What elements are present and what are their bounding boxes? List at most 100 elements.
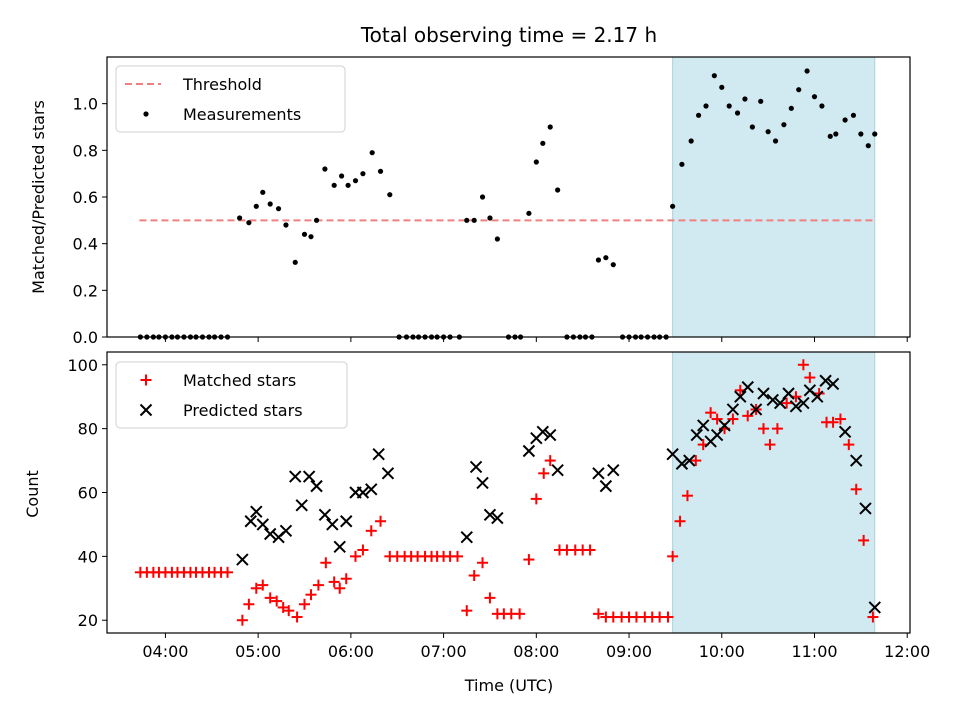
measurement-point [610,262,616,268]
measurement-point [301,231,308,237]
matched-star-point [662,611,674,623]
measurement-point [246,220,252,226]
predicted-star-point-b [295,499,308,512]
predicted-star-point-b [356,486,370,499]
predicted-star-point-b [859,502,872,515]
predicted-star-point [718,419,731,432]
matched-star-point [584,544,596,556]
predicted-star-point [333,540,346,553]
measurement-point [547,124,553,130]
matched-star-point [277,601,289,613]
measurement-point [360,171,366,177]
measurement-point [796,87,802,93]
matched-star-point [530,493,542,505]
bottom-legend-swatch [139,403,153,417]
predicted-star-point-b [592,467,605,480]
predicted-star-point [710,428,724,442]
chart-title: Total observing time = 2.17 h [360,23,657,47]
measurement-point [471,217,477,223]
predicted-star-point [782,387,795,400]
matched-star-point [523,554,535,566]
bottom-y-tick-label: 100 [67,356,98,375]
predicted-star-point [476,476,489,490]
measurement-point [236,215,243,221]
matched-star-point [674,515,686,527]
predicted-star-point-b [675,457,689,470]
predicted-star-point-b [710,428,724,442]
matched-star-point [236,614,248,626]
predicted-star-point [544,428,557,442]
measurement-point [338,173,345,179]
top-legend-label: Measurements [183,105,301,124]
predicted-star-point [356,486,370,499]
predicted-star-point [263,527,277,541]
predicted-star-point-b [690,428,703,442]
matched-star-point [484,592,496,604]
predicted-star-point-b [333,540,346,553]
matched-star-point [320,557,332,569]
predicted-star-point [365,483,378,496]
measurement-point [858,131,864,137]
matched-star-point [271,595,283,607]
bottom-y-tick-label: 20 [78,611,98,630]
predicted-star-point [302,470,316,483]
bottom-legend-swatch-b [139,403,153,417]
measurement-point [781,122,787,128]
matched-star-point [477,557,489,569]
predicted-star-point-b [372,447,385,461]
predicted-star-point [295,499,308,512]
bottom-legend: Matched stars Predicted stars [115,361,348,429]
bottom-legend-swatch [140,374,152,386]
x-axis-label: Time (UTC) [464,676,553,695]
predicted-star-point-b [340,515,353,528]
predicted-star-point [340,515,353,528]
predicted-star-point [741,380,754,394]
predicted-star-point-b [236,553,249,566]
predicted-star-point [666,447,679,461]
matched-star-point [264,592,276,604]
predicted-star-point [868,601,881,614]
predicted-star-point [522,444,536,458]
predicted-star-point [789,400,803,413]
predicted-star-point [536,425,550,439]
predicted-star-point [310,479,323,493]
matched-star-point [705,407,717,419]
matched-star-point [305,589,317,601]
measurement-point [487,215,493,221]
x-tick-label: 07:00 [421,642,467,661]
measurement-point [313,217,320,223]
measurement-point [788,105,794,111]
measurement-point [749,124,755,130]
x-tick-label: 08:00 [513,642,559,661]
predicted-star-point-b [483,508,497,522]
matched-star-point [350,550,362,562]
predicted-star-point [683,454,696,467]
bottom-legend-label: Predicted stars [183,401,303,420]
matched-star-point [299,598,311,610]
predicted-star-point-b [789,400,803,413]
predicted-star-point-b [522,444,536,458]
measurement-point [734,110,741,116]
predicted-star-point [811,390,824,403]
predicted-star-point [491,511,504,525]
predicted-star-point [850,454,863,467]
measurement-point [260,189,266,195]
predicted-star-point [826,377,840,391]
predicted-star-point [244,515,257,528]
matched-star-point [312,579,324,591]
predicted-star-point-b [256,518,269,531]
matched-star-point [592,608,604,620]
predicted-star-point-b [666,447,679,461]
predicted-star-point [797,396,810,410]
measurement-point [711,73,717,79]
matched-star-point [781,397,793,409]
predicted-star-point [734,390,747,403]
predicted-star-point [819,374,832,387]
predicted-star-point [372,447,385,461]
matched-star-point [834,413,846,425]
predicted-star-point-b [544,428,557,442]
matched-star-point [257,579,269,591]
measurement-point [540,140,546,146]
measurement-point [719,84,725,90]
matched-star-point [514,608,526,620]
